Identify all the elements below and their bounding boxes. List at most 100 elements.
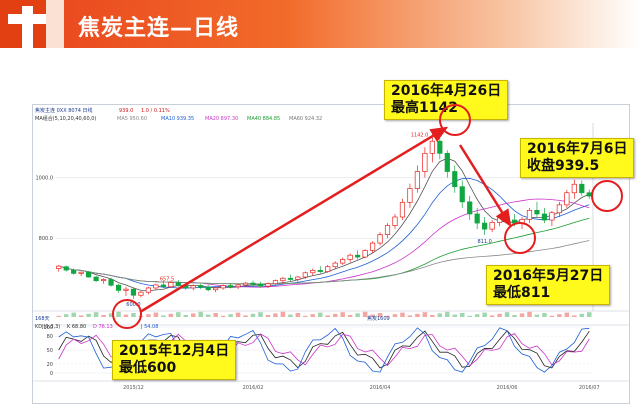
candle-body (384, 225, 391, 235)
volume-bar (504, 312, 510, 317)
high-price-label: 1142.0 (411, 133, 429, 139)
label-jiao1609: 焦炭1609 (367, 316, 390, 322)
candle-body (541, 213, 548, 221)
candle-body (153, 284, 159, 289)
candle-body (56, 265, 62, 269)
callout-close-value: 收盘939.5 (527, 158, 600, 174)
ma-group-label: MA组合(5,10,20,40,60,0) (35, 116, 97, 122)
volume-bar (146, 314, 151, 317)
candle-body (459, 186, 465, 203)
kdj-tick-label: 50 (47, 348, 53, 354)
low-price-label: 600.0 (126, 302, 140, 308)
x-tick-label: 2016/02 (243, 385, 264, 391)
volume-bar (437, 313, 443, 317)
callout-high-date: 2016年4月26日 (391, 83, 502, 99)
x-tick-label: 2016/07 (579, 385, 600, 391)
candle-body (63, 266, 69, 271)
volume-bar (474, 314, 480, 317)
candle-body (526, 209, 533, 220)
candle-body (160, 284, 166, 288)
candle-body (108, 279, 114, 286)
candle-body (392, 216, 398, 226)
volume-bar (243, 315, 248, 317)
kdj-j-label: J 54.08 (141, 324, 159, 330)
volume-bar (332, 313, 338, 317)
volume-bar (161, 315, 166, 317)
ma40-label: MA40 884.85 (247, 116, 281, 122)
kdj-d-label: D 76.13 (93, 324, 113, 330)
volume-bar (168, 313, 174, 317)
volume-bar (228, 314, 233, 317)
candle-body (145, 287, 151, 293)
candle-body (93, 276, 99, 282)
candle-body (556, 204, 562, 214)
callout-low811-value: 最低811 (493, 285, 551, 301)
volume-bar (235, 312, 241, 317)
volume-bar (400, 312, 405, 317)
candle-body (325, 266, 331, 272)
callout-close: 2016年7月6日 收盘939.5 (520, 138, 635, 178)
volume-bar (153, 312, 159, 317)
candle-body (242, 282, 249, 286)
volume-bar (213, 313, 218, 317)
volume-bar (63, 314, 69, 317)
volume-bar (377, 313, 383, 317)
mid-price-label: 657.5 (160, 276, 174, 282)
candle-body (280, 277, 286, 282)
volume-bar (482, 312, 487, 317)
volume-bar (93, 312, 99, 317)
candle-body (287, 277, 293, 280)
candle-body (399, 202, 406, 218)
volume-bar (340, 312, 345, 317)
candle-body (369, 242, 376, 251)
volume-bar (564, 312, 570, 317)
kdj-tick-label: 20 (47, 362, 53, 368)
candle-body (571, 183, 577, 194)
candle-body (317, 270, 323, 272)
candle-body (115, 284, 122, 291)
candle-body (437, 140, 443, 154)
volume-bar (430, 315, 435, 317)
x-tick-label: 2016/06 (497, 385, 518, 391)
ma20-label: MA20 897.30 (205, 116, 239, 122)
candle-body (504, 216, 510, 221)
callout-low811: 2016年5月27日 最低811 (486, 265, 611, 305)
candle-body (377, 234, 383, 244)
volume-bar (265, 315, 271, 317)
candle-body (198, 285, 204, 288)
candle-body (86, 271, 92, 278)
kdj-k-label: K 68.80 (67, 324, 87, 330)
volume-bar (138, 315, 144, 317)
label-168: 168天 (35, 316, 50, 322)
candle-body (265, 283, 271, 287)
candle-body (340, 259, 346, 264)
candle-body (422, 152, 428, 172)
callout-close-date: 2016年7月6日 (527, 141, 628, 157)
volume-bar (123, 314, 129, 317)
candle-body (362, 250, 368, 258)
volume-bar (78, 315, 84, 317)
volume-bar (557, 314, 562, 317)
candle-body (183, 284, 189, 289)
volume-bar (452, 314, 458, 317)
kdj-j-line (58, 327, 590, 373)
volume-bar (303, 315, 308, 317)
volume-bar (459, 313, 465, 317)
volume-bar (280, 311, 286, 317)
candle-body (235, 284, 241, 288)
ma60-label: MA60 924.32 (289, 116, 323, 122)
candle-body (123, 288, 129, 291)
volume-bar (198, 311, 203, 317)
callout-low811-date: 2016年5月27日 (493, 268, 604, 284)
volume-bar (176, 312, 181, 317)
candle-body (347, 254, 353, 260)
volume-bar (86, 313, 91, 317)
header-banner: 焦炭主连—日线 (0, 0, 640, 48)
change-label: 1.0 / 0.11% (141, 108, 170, 114)
volume-bar (362, 311, 368, 317)
volume-bar (56, 315, 61, 317)
candle-body (579, 183, 585, 194)
volume-bar (205, 314, 211, 317)
volume-bar (572, 315, 577, 317)
candle-body (78, 271, 84, 274)
